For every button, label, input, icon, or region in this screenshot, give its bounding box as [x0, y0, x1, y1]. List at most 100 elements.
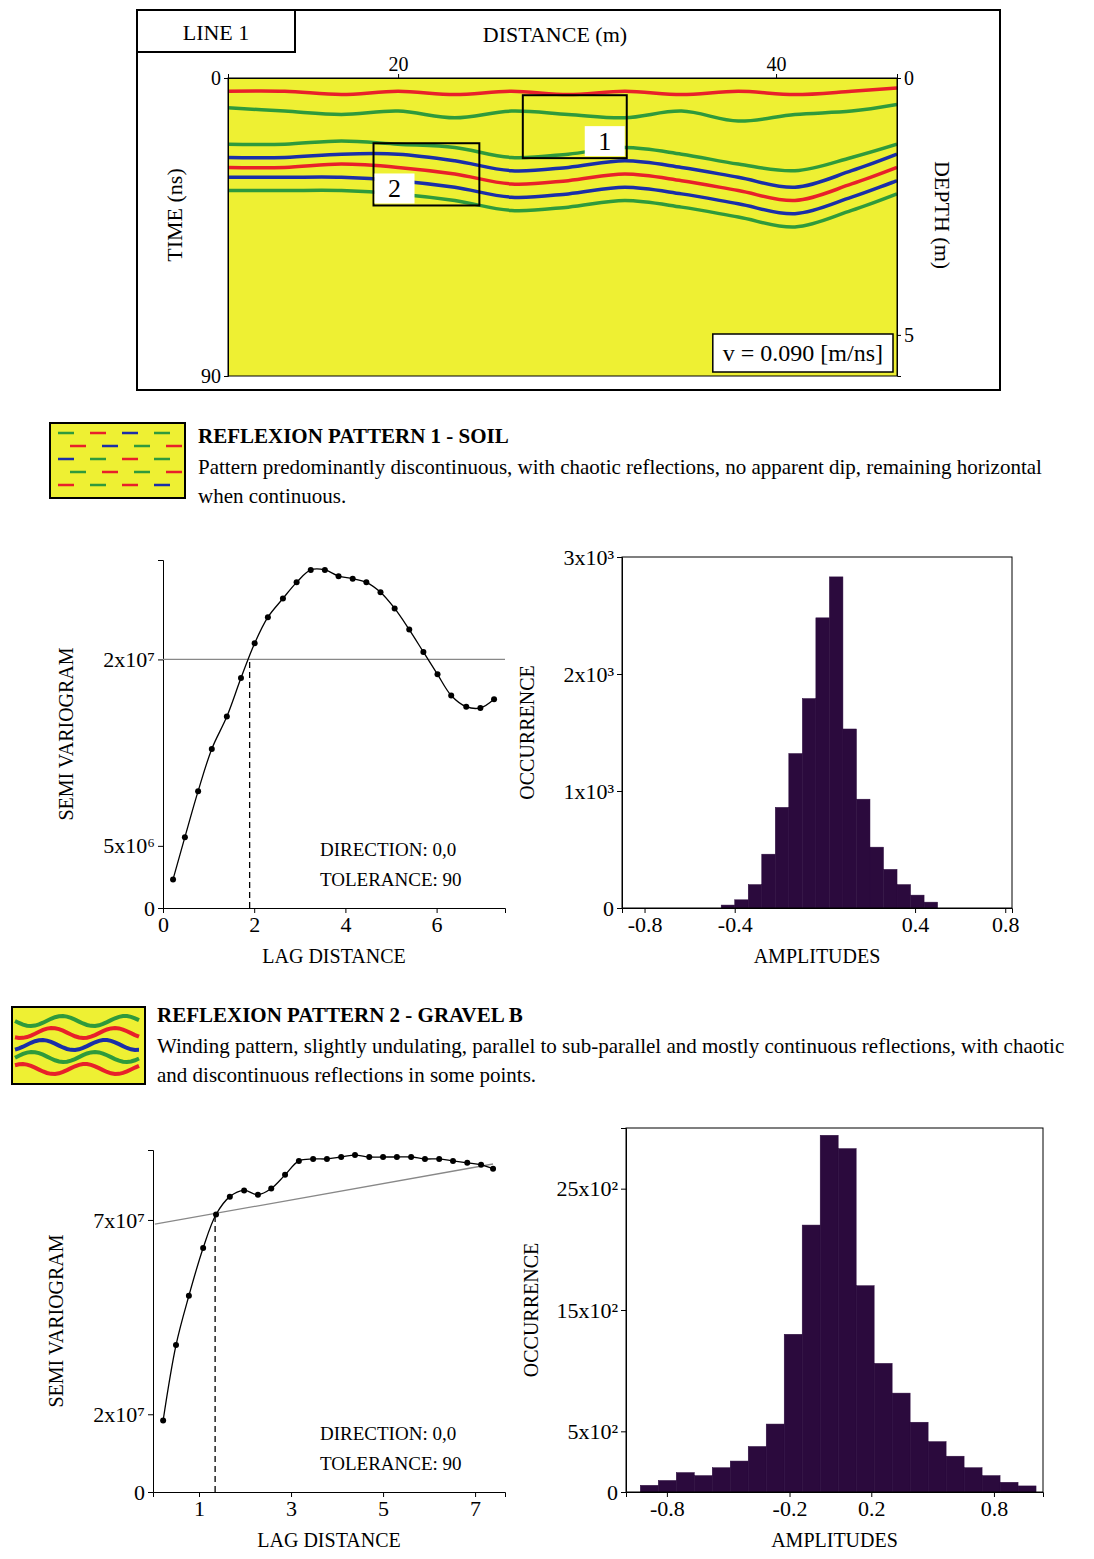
- tick-label: 0.8: [992, 912, 1020, 937]
- thumbnail-stroke: [58, 432, 74, 435]
- point: [464, 1160, 470, 1166]
- tick-label: 0: [603, 896, 614, 921]
- thumbnail-stroke: [58, 458, 74, 461]
- tick: 0: [134, 1480, 153, 1505]
- x-axis-line: [154, 1493, 506, 1498]
- point: [420, 649, 426, 655]
- tick: 0.2: [858, 1492, 886, 1521]
- tick-label: 5: [904, 324, 914, 346]
- reflector: [228, 88, 897, 95]
- histogram-panel: -0.8-0.40.40.801x10³2x10³3x10³AMPLITUDES…: [516, 545, 1019, 967]
- bar: [816, 618, 830, 908]
- tick-label: 0: [134, 1480, 145, 1505]
- text-line: Winding pattern, slightly undulating, pa…: [157, 1034, 1064, 1058]
- x-axis: 0246: [158, 908, 506, 937]
- tick: 15x10²: [556, 1298, 626, 1323]
- thumbnail-stroke: [122, 484, 138, 487]
- point: [160, 1417, 166, 1423]
- figure: LINE 1DISTANCE (m)204009005TIME (ns)DEPT…: [0, 0, 1094, 1559]
- y2-axis-line: [898, 79, 902, 377]
- tick-mark: [224, 376, 228, 377]
- point: [448, 692, 454, 698]
- bar: [789, 754, 803, 908]
- point: [268, 1185, 274, 1191]
- tick-label: 4: [340, 912, 351, 937]
- point: [238, 675, 244, 681]
- tick: 2x10⁷: [103, 647, 163, 672]
- bar: [910, 1422, 928, 1492]
- tick: 1: [194, 1492, 205, 1521]
- bar: [640, 1485, 658, 1492]
- bar: [946, 1456, 964, 1492]
- tick-mark: [148, 1492, 153, 1493]
- tick: -0.8: [628, 908, 663, 937]
- tick: 0.8: [981, 1492, 1009, 1521]
- bar: [766, 1424, 784, 1492]
- tick-label: 0: [607, 1480, 618, 1505]
- point: [336, 573, 342, 579]
- bar: [982, 1476, 1000, 1492]
- y2-axis: 05: [897, 67, 914, 377]
- point: [490, 1166, 496, 1172]
- tick-label: 0.4: [902, 912, 930, 937]
- x-axis-line: [229, 74, 898, 79]
- pattern-title: REFLEXION PATTERN 1 - SOIL: [198, 424, 509, 448]
- bar: [838, 1149, 856, 1492]
- box-label: 2: [388, 174, 401, 203]
- y-axis-line: [617, 558, 623, 909]
- point: [436, 1156, 442, 1162]
- plot-area: [640, 1135, 1036, 1492]
- pattern-title: REFLEXION PATTERN 2 - GRAVEL B: [157, 1003, 523, 1027]
- variogram-line: [173, 569, 494, 879]
- thumbnail: [12, 1007, 145, 1084]
- x-axis-title: LAG DISTANCE: [257, 1529, 400, 1551]
- plot-area: [163, 567, 505, 908]
- bar: [928, 1442, 946, 1492]
- thumbnail-stroke: [58, 484, 74, 487]
- y-axis: 05x10⁶2x10⁷: [103, 561, 163, 921]
- point: [408, 1154, 414, 1160]
- thumbnail-stroke: [154, 458, 170, 461]
- tick-mark: [621, 1310, 626, 1311]
- point: [280, 596, 286, 602]
- point: [308, 567, 314, 573]
- text-line: when continuous.: [198, 484, 346, 508]
- pattern-description: Pattern predominantly discontinuous, wit…: [198, 455, 1042, 508]
- tick-label: 20: [389, 53, 409, 75]
- annotation-box: [713, 334, 893, 372]
- tick-mark: [617, 908, 622, 909]
- bar: [730, 1461, 748, 1492]
- point: [463, 704, 469, 710]
- tick-mark: [897, 335, 901, 336]
- tick-label: 6: [432, 912, 443, 937]
- tick-label: 90: [201, 365, 221, 387]
- y-axis-title: TIME (ns): [162, 168, 187, 261]
- x-axis-line: [164, 909, 506, 914]
- bar: [735, 900, 749, 908]
- histogram-panel: -0.8-0.20.20.805x10²15x10²25x10²AMPLITUD…: [520, 1128, 1044, 1551]
- tick: 2x10⁷: [93, 1402, 153, 1427]
- reflector: [228, 190, 897, 227]
- point: [241, 1187, 247, 1193]
- point: [450, 1158, 456, 1164]
- point: [338, 1154, 344, 1160]
- point: [227, 1194, 233, 1200]
- point: [352, 1152, 358, 1158]
- annotation: v = 0.090 [m/ns]: [723, 340, 883, 366]
- panel-title: LINE 1: [183, 20, 250, 45]
- thumbnail-stroke: [90, 432, 106, 435]
- point: [363, 579, 369, 585]
- tick-label: 0: [158, 912, 169, 937]
- point: [350, 576, 356, 582]
- thumbnail-stroke: [15, 1016, 139, 1026]
- y-axis: 090: [201, 67, 229, 387]
- annotation: TOLERANCE: 90: [320, 1453, 462, 1474]
- tick-mark: [158, 908, 163, 909]
- tick-label: 0.2: [858, 1496, 886, 1521]
- tick-mark: [617, 674, 622, 675]
- thumbnail: [50, 423, 185, 498]
- point: [366, 1154, 372, 1160]
- bar: [658, 1480, 676, 1492]
- point: [170, 876, 176, 882]
- y-axis: 02x10⁷7x10⁷: [93, 1151, 153, 1505]
